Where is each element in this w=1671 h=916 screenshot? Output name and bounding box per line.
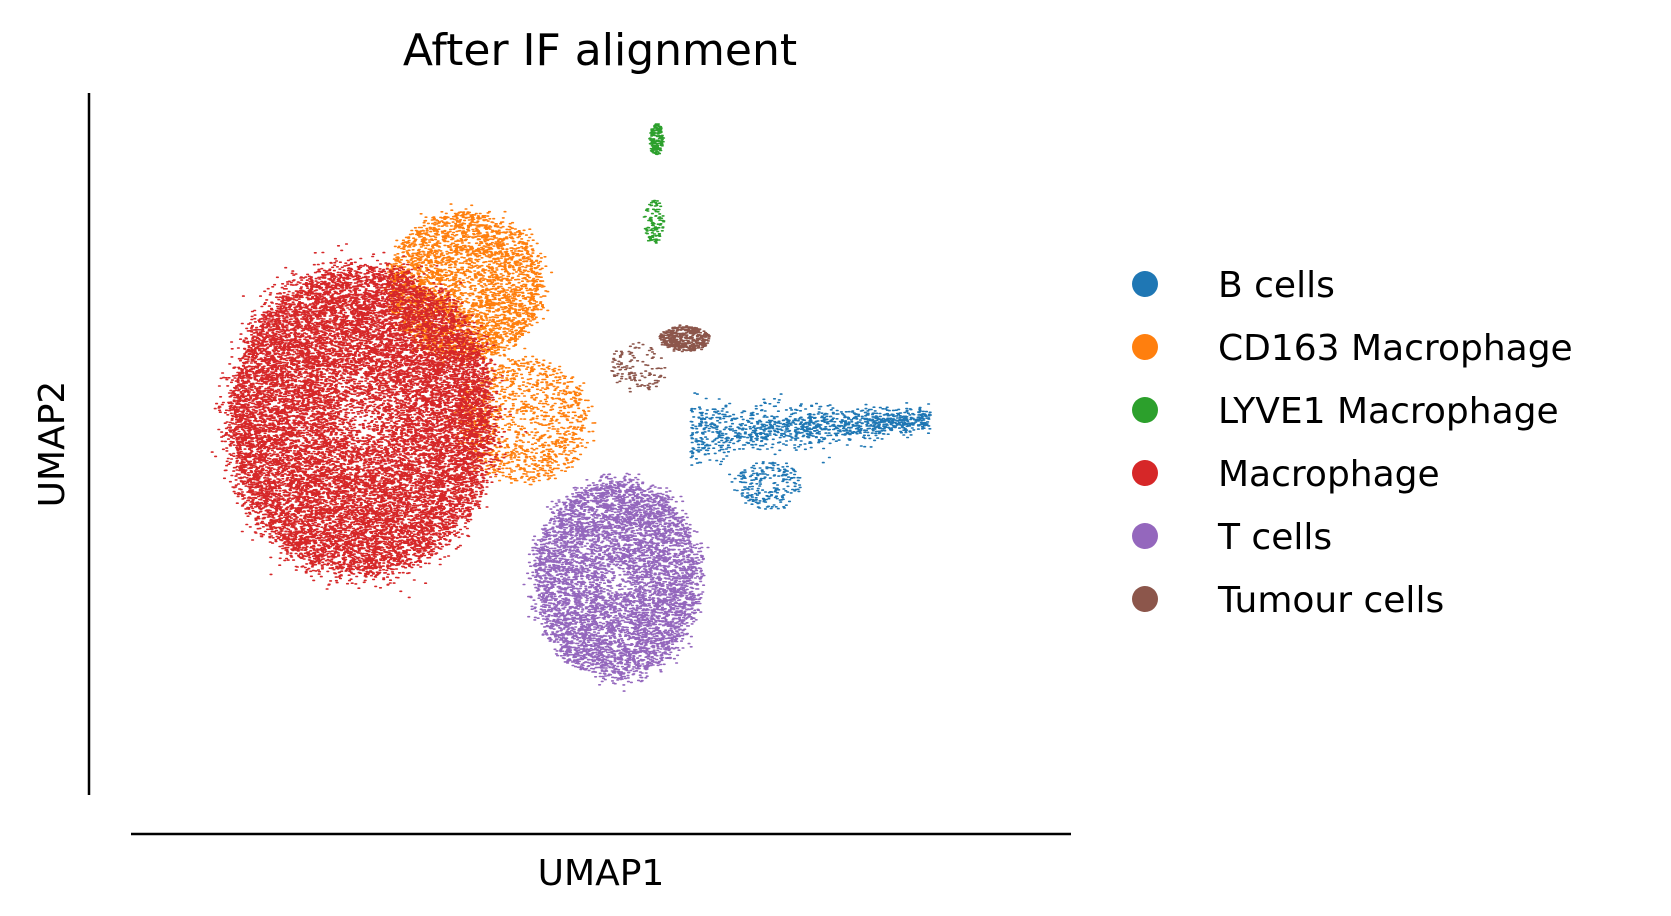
legend-marker (1132, 460, 1158, 486)
legend-label: LYVE1 Macrophage (1218, 391, 1559, 432)
legend: B cells CD163 Macrophage LYVE1 Macrophage M… (1132, 265, 1573, 621)
series-tumour-cells (610, 324, 711, 393)
series-points-macrophage (210, 243, 528, 599)
series-points-t-cells (522, 472, 710, 692)
legend-item: Macrophage (1132, 454, 1440, 495)
legend-marker (1132, 586, 1158, 612)
series-points-tumour-cells (610, 324, 711, 393)
legend-item: B cells (1132, 265, 1335, 306)
legend-marker (1132, 271, 1158, 297)
chart-title: After IF alignment (403, 25, 797, 76)
x-axis-label: UMAP1 (538, 853, 665, 894)
series-points-b-cells (689, 392, 933, 510)
legend-label: Macrophage (1218, 454, 1440, 495)
legend-label: T cells (1217, 517, 1332, 558)
scatter-points (210, 123, 933, 692)
series-t-cells (522, 472, 710, 692)
y-axis-label: UMAP2 (32, 381, 73, 508)
legend-item: CD163 Macrophage (1132, 328, 1573, 369)
legend-label: B cells (1218, 265, 1335, 306)
legend-item: T cells (1132, 517, 1332, 558)
legend-label: CD163 Macrophage (1218, 328, 1573, 369)
legend-marker (1132, 334, 1158, 360)
series-b-cells (689, 392, 933, 510)
series-lyve1-macrophage (642, 123, 666, 244)
series-points-lyve1-macrophage (642, 123, 666, 244)
legend-label: Tumour cells (1217, 580, 1444, 621)
legend-marker (1132, 397, 1158, 423)
legend-marker (1132, 523, 1158, 549)
legend-item: LYVE1 Macrophage (1132, 391, 1559, 432)
legend-item: Tumour cells (1132, 580, 1444, 621)
series-macrophage (210, 243, 528, 599)
